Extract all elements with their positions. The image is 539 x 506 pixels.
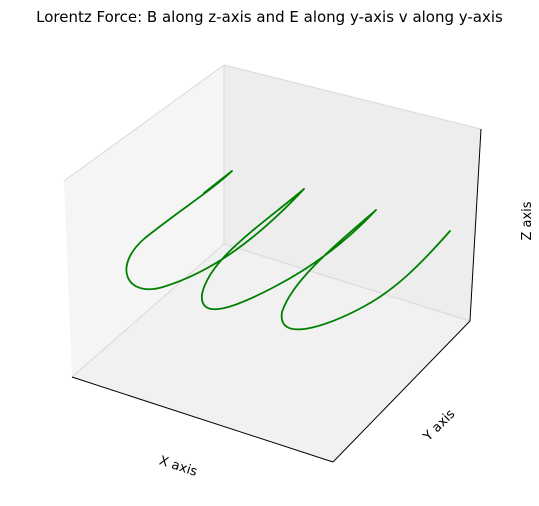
- chart-title: Lorentz Force: B along z-axis and E alon…: [36, 8, 503, 26]
- back-top-edge: [223, 64, 482, 130]
- x-axis-line: [71, 376, 334, 463]
- back-bottom-right-edge: [223, 243, 471, 322]
- back-top-left-edge: [63, 64, 225, 182]
- bottom-pane: [72, 244, 470, 462]
- panes: [64, 65, 481, 462]
- back-bottom-left-edge: [71, 243, 225, 378]
- z-axis-label: Z axis: [520, 201, 535, 240]
- y-axis-line: [332, 320, 471, 463]
- pane-edges: [63, 64, 482, 378]
- axes: [71, 128, 482, 463]
- z-axis-line: [469, 128, 482, 322]
- left-pane: [64, 65, 224, 377]
- back-pane: [224, 65, 481, 321]
- trajectory-line: [125, 170, 451, 331]
